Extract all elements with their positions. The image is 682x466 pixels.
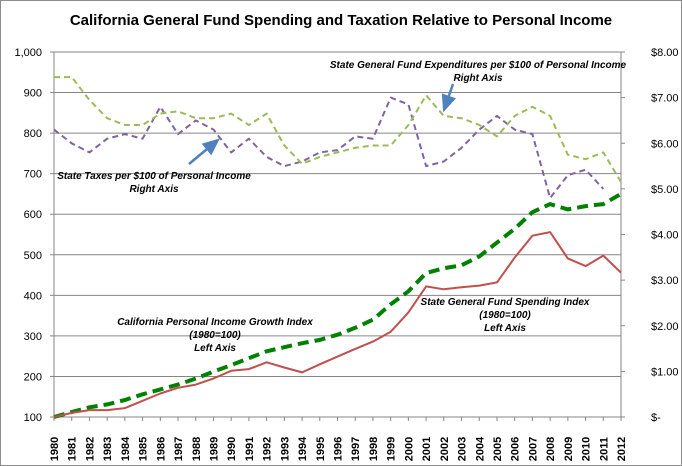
annotation-income: Left Axis <box>194 343 236 354</box>
left-axis-tick-label: 500 <box>24 250 42 262</box>
annotation-expend: State General Fund Expenditures per $100… <box>330 60 627 71</box>
x-axis-tick-label: 1986 <box>155 437 167 461</box>
left-axis-tick-label: 1,000 <box>14 47 42 59</box>
annotation-arrow-taxes <box>188 138 220 165</box>
annotation-spending: Left Axis <box>484 323 526 334</box>
annotation-spending: State General Fund Spending Index <box>421 297 590 308</box>
x-axis-tick-label: 2011 <box>598 437 610 461</box>
x-axis-tick-label: 1998 <box>368 437 380 461</box>
x-axis-tick-label: 1997 <box>350 437 362 461</box>
series-line-2 <box>53 231 622 418</box>
annotation-layer: State General Fund Expenditures per $100… <box>57 60 626 354</box>
x-axis-tick-label: 1981 <box>67 437 79 461</box>
series-layer <box>53 76 622 419</box>
right-axis-tick-label: $6.00 <box>651 138 679 150</box>
x-axis-tick-label: 2003 <box>457 437 469 461</box>
right-axis-tick-label: $2.00 <box>651 321 679 333</box>
annotation-income: California Personal Income Growth Index <box>117 317 313 328</box>
x-axis-tick-label: 2007 <box>527 437 539 461</box>
x-axis-tick-label: 2004 <box>474 436 486 461</box>
x-axis-tick-label: 2005 <box>492 437 504 461</box>
x-axis-tick-label: 1993 <box>279 437 291 461</box>
chart-title: California General Fund Spending and Tax… <box>69 12 613 29</box>
x-axis-tick-label: 1987 <box>173 437 185 461</box>
annotation-income: (1980=100) <box>189 330 241 341</box>
x-axis-tick-label: 1991 <box>244 437 256 461</box>
series-line-1 <box>53 192 622 419</box>
x-axis-tick-label: 1980 <box>49 437 61 461</box>
x-axis-tick-label: 1999 <box>386 437 398 461</box>
x-axis-tick-label: 2009 <box>563 437 575 461</box>
x-axis-tick-label: 1983 <box>102 437 114 461</box>
x-axis-tick-label: 2001 <box>421 437 433 461</box>
axis-layer: 100 200 300 400 500 600 700 800 900 1,000 $- $1.00 $… <box>14 47 678 461</box>
right-axis-tick-label: $- <box>651 412 661 424</box>
right-axis-tick-label: $7.00 <box>651 93 679 105</box>
right-axis-tick-label: $5.00 <box>651 184 679 196</box>
x-axis-tick-label: 1988 <box>191 437 203 461</box>
x-axis-tick-label: 2012 <box>616 437 628 461</box>
right-axis-tick-label: $1.00 <box>651 366 679 378</box>
x-axis-tick-label: 1995 <box>315 437 327 461</box>
x-axis-tick-label: 1990 <box>226 437 238 461</box>
left-axis-tick-label: 700 <box>24 169 42 181</box>
x-axis-tick-label: 2000 <box>403 437 415 461</box>
series-line-4 <box>54 76 622 183</box>
right-axis-tick-label: $3.00 <box>651 275 679 287</box>
x-axis-tick-label: 1982 <box>84 437 96 461</box>
annotation-expend: Right Axis <box>453 73 503 84</box>
x-axis-tick-label: 2008 <box>545 437 557 461</box>
left-axis-tick-label: 600 <box>24 209 42 221</box>
right-axis-tick-label: $8.00 <box>651 47 679 59</box>
series-line-3 <box>53 96 605 199</box>
x-axis-tick-label: 1984 <box>120 436 132 461</box>
x-axis-tick-label: 1996 <box>333 437 345 461</box>
right-axis-tick-label: $4.00 <box>651 230 679 242</box>
left-axis-tick-label: 400 <box>24 290 42 302</box>
x-axis-tick-label: 1992 <box>262 437 274 461</box>
x-axis-tick-label: 1994 <box>297 436 309 461</box>
x-axis-tick-label: 2006 <box>510 437 522 461</box>
annotation-taxes: Right Axis <box>129 184 179 195</box>
annotation-taxes: State Taxes per $100 of Personal Income <box>57 171 251 182</box>
annotation-spending: (1980=100) <box>479 310 531 321</box>
annotation-arrow-expend <box>441 83 456 113</box>
x-axis-tick-label: 1985 <box>138 437 150 461</box>
left-axis-tick-label: 200 <box>24 371 42 383</box>
x-axis-tick-label: 2010 <box>581 437 593 461</box>
x-axis-tick-label: 2002 <box>439 437 451 461</box>
left-axis-tick-label: 800 <box>24 128 42 140</box>
left-axis-tick-label: 100 <box>24 412 42 424</box>
x-axis-tick-label: 1989 <box>208 437 220 461</box>
left-axis-tick-label: 900 <box>24 88 42 100</box>
left-axis-tick-label: 300 <box>24 331 42 343</box>
